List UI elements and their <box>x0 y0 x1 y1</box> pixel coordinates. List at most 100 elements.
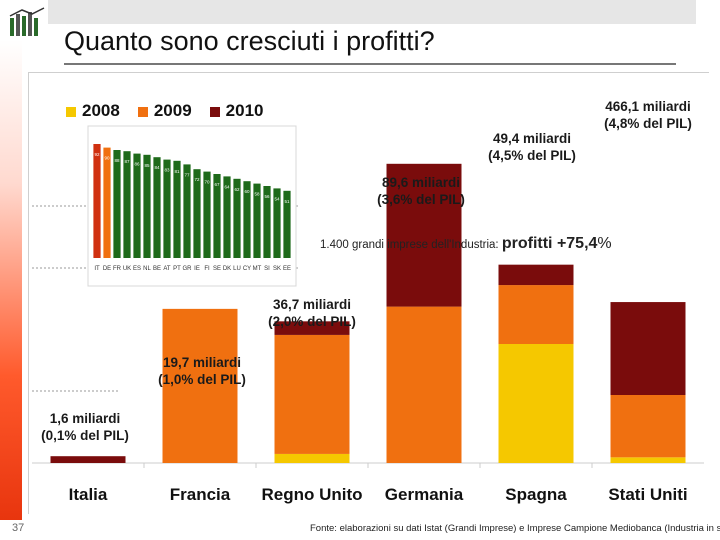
inset-tick-label: AT <box>163 266 171 272</box>
inset-data-label: 92 <box>94 152 100 157</box>
inset-bar <box>233 178 241 258</box>
category-label: Stati Uniti <box>608 485 687 504</box>
inset-data-label: 87 <box>124 159 130 164</box>
annotation-share: (0,1% del PIL) <box>41 428 129 443</box>
inset-tick-label: EE <box>283 266 291 272</box>
annotation-value: 19,7 miliardi <box>162 355 242 370</box>
annotation-germania: 89,6 miliardi (3,6% del PIL) <box>370 174 472 208</box>
inset-bar <box>183 164 191 258</box>
legend-label: 2010 <box>225 101 264 120</box>
legend-swatch <box>209 106 220 117</box>
bar-2009 <box>274 334 350 454</box>
annotation-value: 49,4 miliardi <box>492 131 572 146</box>
inset-note-profit: profitti +75,4 <box>501 235 598 252</box>
legend-label: 2008 <box>82 101 120 120</box>
inset-tick-label: GR <box>183 266 193 272</box>
inset-data-label: 56 <box>264 194 270 199</box>
inset-note-label: 1.400 grandi imprese dell'Industria: <box>320 239 499 251</box>
inset-tick-label: IE <box>194 266 200 272</box>
inset-tick-label: DK <box>223 266 231 272</box>
inset-tick-label: ES <box>133 266 141 272</box>
bar-2010 <box>50 456 126 463</box>
category-label: Spagna <box>505 485 567 504</box>
inset-data-label: 70 <box>204 180 210 185</box>
content-frame <box>28 72 709 514</box>
inset-data-label: 72 <box>194 177 200 182</box>
chart-legend: 2008 2009 2010 <box>66 101 263 121</box>
annotation-stati-uniti: 466,1 miliardi (4,8% del PIL) <box>596 98 700 132</box>
inset-tick-label: MT <box>253 266 262 272</box>
annotation-share: (3,6% del PIL) <box>377 192 465 207</box>
inset-tick-label: FI <box>204 266 210 272</box>
bar-2009 <box>498 285 574 344</box>
annotation-share: (1,0% del PIL) <box>158 372 246 387</box>
annotation-regno-unito: 36,7 miliardi (2,0% del PIL) <box>262 296 362 330</box>
bar-2008 <box>274 453 350 463</box>
legend-item-2010: 2010 <box>209 101 264 121</box>
inset-data-label: 51 <box>284 199 290 204</box>
annotation-share: (2,0% del PIL) <box>268 314 356 329</box>
annotation-value: 1,6 miliardi <box>49 411 121 426</box>
page-title: Quanto sono cresciuti i profitti? <box>64 26 435 56</box>
inset-bar <box>93 144 101 258</box>
bar-2010 <box>274 321 350 335</box>
inset-bar <box>253 183 261 258</box>
annotation-share: (4,5% del PIL) <box>488 148 576 163</box>
inset-bar <box>143 154 151 258</box>
inset-data-label: 67 <box>214 182 220 187</box>
bar-2008 <box>610 457 686 463</box>
inset-data-label: 54 <box>274 196 280 201</box>
inset-bar <box>103 147 111 258</box>
inset-tick-label: SI <box>264 266 270 272</box>
inset-bar <box>113 150 121 258</box>
inset-data-label: 58 <box>254 192 260 197</box>
inset-data-label: 88 <box>114 158 120 163</box>
bar-2010 <box>498 264 574 286</box>
bar-2009 <box>610 395 686 458</box>
inset-data-label: 84 <box>154 165 160 170</box>
annotation-francia: 19,7 miliardi (1,0% del PIL) <box>152 354 252 388</box>
inset-bar <box>133 153 141 258</box>
inset-tick-label: SE <box>213 266 221 272</box>
bar-2009 <box>162 308 238 463</box>
annotation-value: 466,1 miliardi <box>605 99 691 114</box>
inset-data-label: 86 <box>134 162 140 167</box>
bar-2009 <box>386 306 462 463</box>
annotation-spagna: 49,4 miliardi (4,5% del PIL) <box>484 130 580 164</box>
page-number: 37 <box>12 522 25 534</box>
inset-bar <box>163 159 171 258</box>
legend-swatch <box>66 106 76 117</box>
inset-bar <box>213 174 221 258</box>
inset-tick-label: BE <box>153 266 161 272</box>
inset-tick-label: PT <box>173 266 181 272</box>
inset-tick-label: UK <box>123 266 131 272</box>
inset-bar <box>153 157 161 258</box>
inset-tick-label: DE <box>103 266 111 272</box>
inset-note-pct: % <box>597 235 612 252</box>
inset-bar <box>273 188 281 258</box>
inset-data-label: 64 <box>224 184 230 189</box>
category-label: Regno Unito <box>261 485 362 504</box>
inset-data-label: 77 <box>184 172 190 177</box>
annotation-share: (4,8% del PIL) <box>604 116 692 131</box>
legend-item-2008: 2008 <box>66 101 120 121</box>
inset-bar <box>123 151 131 258</box>
inset-tick-label: CY <box>243 266 251 272</box>
inset-bar <box>203 171 211 258</box>
inset-tick-label: FR <box>113 266 122 272</box>
logo-icon <box>9 7 45 36</box>
inset-data-label: 62 <box>234 187 240 192</box>
category-label: Francia <box>170 485 231 504</box>
inset-data-label: 60 <box>244 189 250 194</box>
inset-bar <box>243 181 251 258</box>
legend-item-2009: 2009 <box>137 101 192 121</box>
source-note: Fonte: elaborazioni su dati Istat (Grand… <box>310 523 720 534</box>
annotation-value: 89,6 miliardi <box>381 175 461 190</box>
inset-tick-label: NL <box>143 266 151 272</box>
bar-2010 <box>386 163 462 307</box>
annotation-italia: 1,6 miliardi (0,1% del PIL) <box>40 410 130 444</box>
inset-data-label: 81 <box>174 169 180 174</box>
annotation-value: 36,7 miliardi <box>272 297 352 312</box>
inset-tick-label: SK <box>273 266 281 272</box>
